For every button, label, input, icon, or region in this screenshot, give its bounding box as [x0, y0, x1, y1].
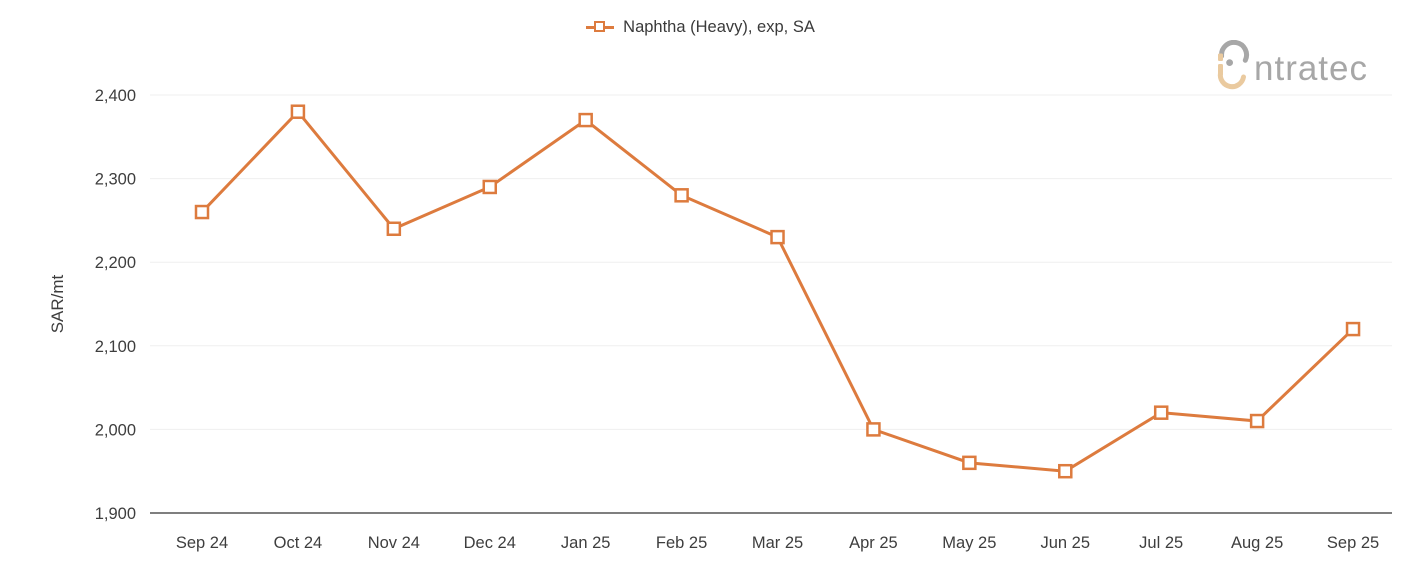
intratec-logo-text: ntratec	[1254, 49, 1368, 88]
x-tick-label: Sep 24	[176, 534, 228, 552]
y-tick-label: 1,900	[95, 505, 136, 523]
x-tick-label: Mar 25	[752, 534, 803, 552]
x-tick-label: May 25	[942, 534, 996, 552]
data-point-mar-25	[770, 229, 785, 245]
x-tick-label: Sep 25	[1327, 534, 1379, 552]
x-tick-label: Jul 25	[1139, 534, 1183, 552]
y-axis-title: SAR/mt	[48, 274, 67, 333]
data-point-sep-25	[1345, 321, 1361, 337]
data-point-jul-25	[1153, 405, 1169, 420]
data-point-oct-24	[290, 104, 306, 119]
series-line	[200, 109, 1355, 473]
data-point-may-25	[962, 455, 977, 471]
x-tick-label: Apr 25	[849, 534, 898, 552]
x-tick-label: Dec 24	[464, 534, 516, 552]
legend[interactable]: Naphtha (Heavy), exp, SA	[0, 18, 1401, 37]
x-tick-label: Jun 25	[1041, 534, 1091, 552]
y-tick-label: 2,000	[95, 421, 136, 439]
legend-series-marker-icon	[586, 21, 615, 34]
data-point-feb-25	[674, 188, 689, 203]
y-tick-label: 2,300	[95, 171, 136, 189]
legend-label: Naphtha (Heavy), exp, SA	[623, 18, 815, 36]
x-tick-label: Feb 25	[656, 534, 707, 552]
legend-square-icon	[594, 21, 605, 32]
data-point-apr-25	[866, 422, 881, 437]
data-point-sep-24	[194, 204, 210, 220]
x-tick-label: Oct 24	[274, 534, 323, 552]
intratec-logo: ntratec	[1214, 40, 1368, 92]
data-point-jun-25	[1058, 463, 1073, 479]
x-tick-label: Aug 25	[1231, 534, 1283, 552]
data-point-dec-24	[482, 179, 498, 195]
y-tick-label: 2,200	[95, 254, 136, 272]
data-point-aug-25	[1249, 413, 1265, 429]
intratec-logo-mark-icon	[1217, 40, 1250, 90]
data-point-nov-24	[386, 221, 402, 237]
y-tick-label: 2,100	[95, 338, 136, 356]
y-tick-label: 2,400	[95, 87, 136, 105]
x-tick-label: Nov 24	[368, 534, 420, 552]
x-tick-label: Jan 25	[561, 534, 611, 552]
data-point-jan-25	[578, 112, 593, 128]
